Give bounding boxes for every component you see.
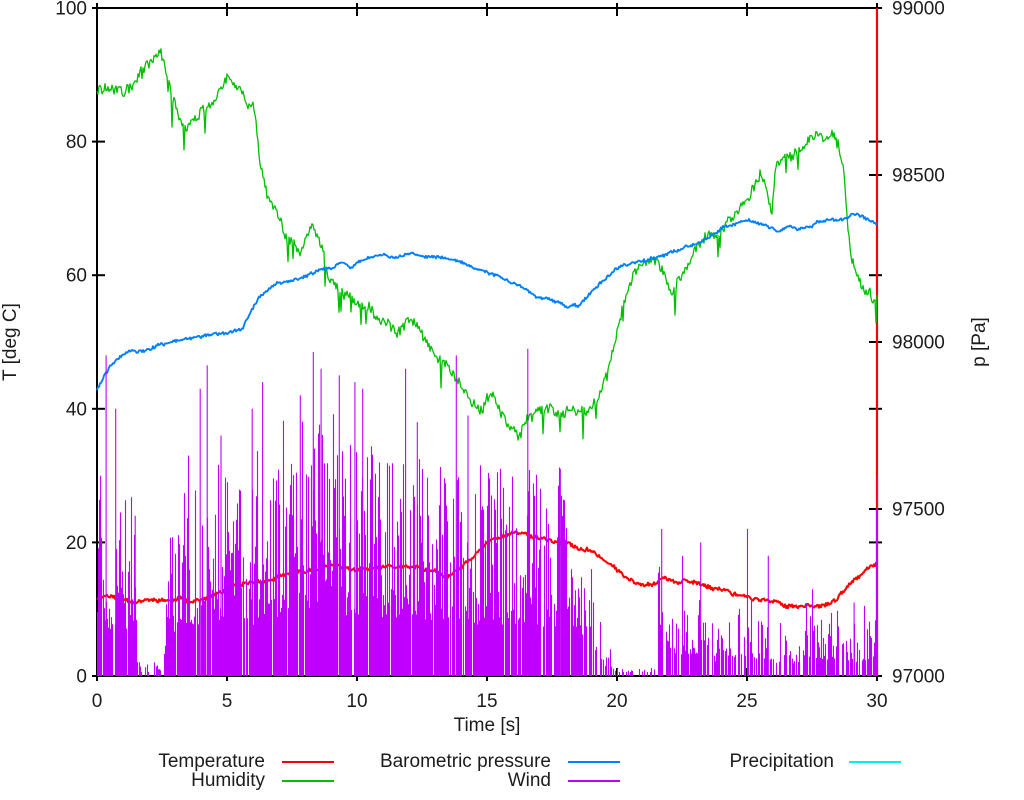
x-tick-label: 25 bbox=[736, 691, 757, 712]
legend-label-temperature: Temperature bbox=[158, 751, 265, 772]
legend-line-temperature bbox=[282, 761, 334, 763]
legend-label-precipitation: Precipitation bbox=[729, 751, 834, 772]
y2-tick-label: 98500 bbox=[892, 166, 945, 187]
series-impulses-wind bbox=[96, 348, 879, 676]
x-tick-label: 0 bbox=[92, 691, 103, 712]
y2-tick-label: 97500 bbox=[892, 500, 945, 521]
legend-label-wind: Wind bbox=[507, 770, 551, 791]
legend-line-wind bbox=[568, 780, 620, 782]
legend-line-precipitation bbox=[849, 761, 901, 763]
y2-tick-label: 99000 bbox=[892, 0, 945, 20]
legend-line-humidity bbox=[282, 780, 334, 782]
x-tick-label: 15 bbox=[476, 691, 497, 712]
y2-tick-label: 97000 bbox=[892, 667, 945, 688]
x-tick-label: 10 bbox=[346, 691, 367, 712]
legend-line-barometric-pressure bbox=[568, 761, 620, 763]
x-tick-label: 5 bbox=[222, 691, 233, 712]
x-tick-label: 30 bbox=[866, 691, 887, 712]
x-tick-label: 20 bbox=[606, 691, 627, 712]
y-tick-label: 20 bbox=[66, 533, 87, 554]
y2-axis-label: p [Pa] bbox=[969, 317, 990, 367]
y-tick-label: 40 bbox=[66, 399, 87, 420]
series-line-humidity bbox=[96, 48, 878, 441]
series-line-barometric-pressure bbox=[96, 212, 878, 391]
y-tick-label: 60 bbox=[66, 266, 87, 287]
legend-label-humidity: Humidity bbox=[191, 770, 265, 791]
y2-tick-label: 98000 bbox=[892, 333, 945, 354]
y-tick-label: 100 bbox=[55, 0, 87, 20]
y-tick-label: 0 bbox=[76, 667, 87, 688]
x-axis-label: Time [s] bbox=[454, 715, 521, 736]
y-axis-label: T [deg C] bbox=[0, 303, 21, 381]
y-tick-label: 80 bbox=[66, 132, 87, 153]
legend-label-barometric-pressure: Barometric pressure bbox=[379, 751, 551, 772]
